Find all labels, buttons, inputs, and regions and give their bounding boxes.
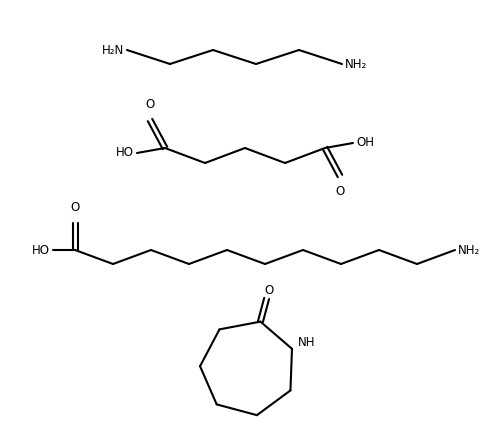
Text: NH₂: NH₂ bbox=[345, 57, 366, 71]
Text: O: O bbox=[70, 201, 80, 214]
Text: O: O bbox=[264, 284, 273, 297]
Text: O: O bbox=[335, 185, 344, 198]
Text: HO: HO bbox=[116, 146, 134, 160]
Text: HO: HO bbox=[32, 244, 50, 256]
Text: H₂N: H₂N bbox=[102, 44, 124, 56]
Text: OH: OH bbox=[355, 137, 373, 149]
Text: NH₂: NH₂ bbox=[457, 244, 479, 256]
Text: NH: NH bbox=[297, 336, 315, 349]
Text: O: O bbox=[145, 98, 154, 111]
